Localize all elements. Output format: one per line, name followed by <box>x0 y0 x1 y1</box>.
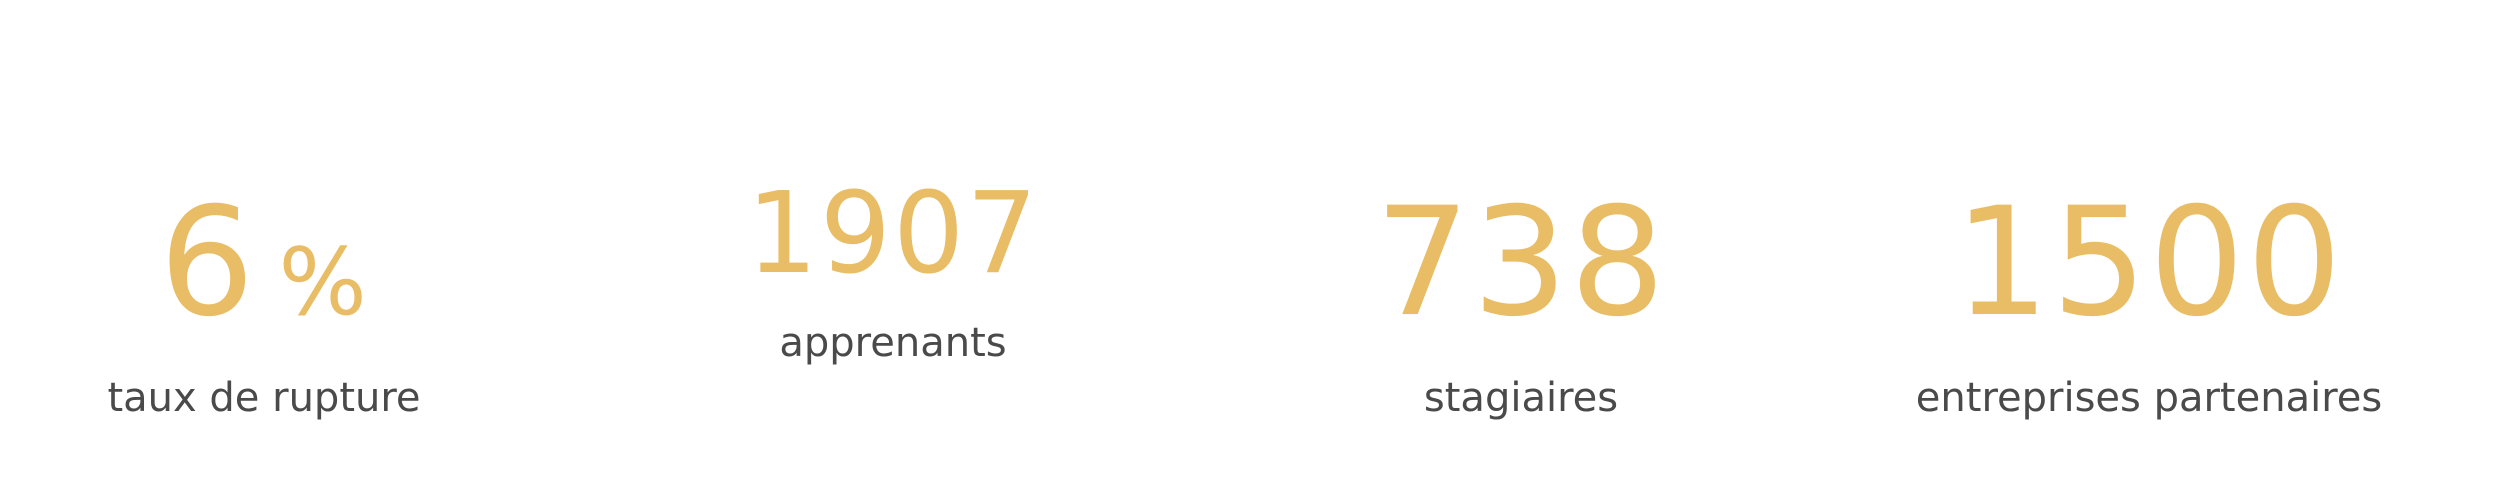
stat-label: apprenants <box>779 320 1007 366</box>
stat-value: 738 <box>1374 176 1668 350</box>
stat-number: 6 <box>159 176 257 350</box>
stat-interns: 738 stagiaires <box>1375 188 1667 418</box>
stat-label: entreprises partenaires <box>1915 375 2383 421</box>
stat-partner-companies: 1500 entreprises partenaires <box>1916 188 2382 418</box>
stat-value: 1500 <box>1954 176 2344 350</box>
stat-dropout-rate: 6% taux de rupture <box>107 188 420 418</box>
stat-label: taux de rupture <box>107 375 421 421</box>
stat-label: stagiaires <box>1423 375 1619 421</box>
stat-value: 1907 <box>746 169 1040 299</box>
stat-unit: % <box>278 228 369 336</box>
stat-value: 6% <box>107 188 420 338</box>
stat-learners: 1907 apprenants <box>746 178 1039 363</box>
